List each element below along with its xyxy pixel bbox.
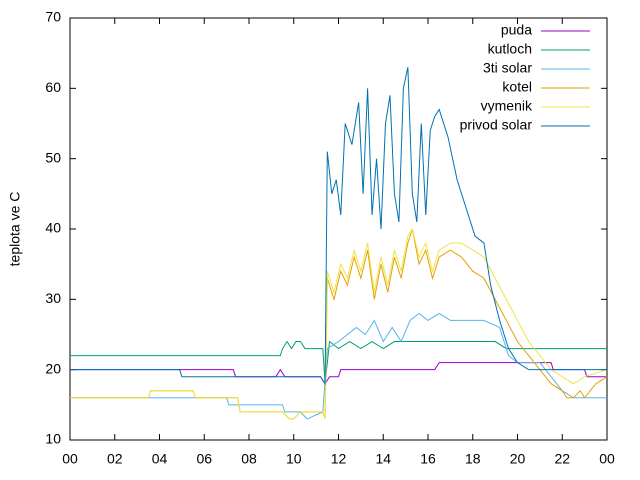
- x-tick-label: 00: [599, 451, 615, 467]
- series-line: [70, 67, 607, 386]
- x-tick-label: 16: [420, 451, 436, 467]
- x-tick-label: 20: [510, 451, 526, 467]
- x-tick-label: 08: [241, 451, 257, 467]
- legend-label: vymenik: [481, 98, 533, 114]
- series-line: [70, 312, 607, 420]
- legend-label: 3ti solar: [483, 60, 532, 76]
- x-tick-label: 02: [107, 451, 123, 467]
- y-tick-label: 20: [45, 360, 61, 376]
- y-tick-label: 40: [45, 220, 61, 236]
- x-tick-label: 14: [375, 451, 391, 467]
- series-line: [70, 227, 608, 420]
- x-tick-label: 04: [152, 451, 168, 467]
- y-tick-label: 70: [45, 9, 61, 25]
- legend-label: kutloch: [488, 41, 532, 57]
- x-tick-label: 18: [465, 451, 481, 467]
- legend-label: puda: [501, 22, 532, 38]
- y-tick-label: 60: [45, 79, 61, 95]
- series-line: [70, 362, 607, 385]
- x-tick-label: 06: [196, 451, 212, 467]
- legend-label: kotel: [502, 79, 532, 95]
- x-tick-label: 12: [331, 451, 347, 467]
- y-tick-label: 30: [45, 290, 61, 306]
- series-line: [70, 340, 607, 384]
- x-tick-label: 22: [554, 451, 570, 467]
- x-tick-label: 10: [286, 451, 302, 467]
- y-tick-label: 50: [45, 149, 61, 165]
- legend-label: privod solar: [460, 117, 533, 133]
- y-axis-label: teplota ve C: [7, 192, 23, 267]
- y-tick-label: 10: [45, 431, 61, 447]
- x-tick-label: 00: [62, 451, 78, 467]
